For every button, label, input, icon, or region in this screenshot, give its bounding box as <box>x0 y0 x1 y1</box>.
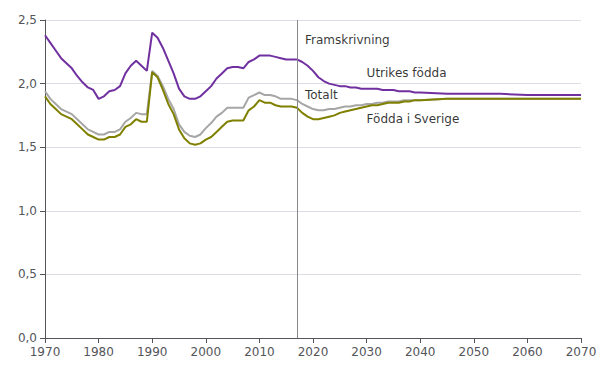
svg-text:2060: 2060 <box>512 345 543 359</box>
svg-text:Födda i Sverige: Födda i Sverige <box>367 112 460 126</box>
svg-text:2,5: 2,5 <box>18 13 37 27</box>
svg-text:Utrikes födda: Utrikes födda <box>367 66 447 80</box>
svg-text:0,0: 0,0 <box>18 331 37 345</box>
svg-text:2,0: 2,0 <box>18 77 37 91</box>
svg-text:2040: 2040 <box>405 345 436 359</box>
svg-text:2070: 2070 <box>566 345 597 359</box>
svg-text:1,0: 1,0 <box>18 204 37 218</box>
svg-text:2010: 2010 <box>244 345 275 359</box>
svg-text:2050: 2050 <box>459 345 490 359</box>
svg-text:Framskrivning: Framskrivning <box>305 33 390 47</box>
svg-text:2020: 2020 <box>298 345 329 359</box>
svg-text:1,5: 1,5 <box>18 140 37 154</box>
svg-text:1990: 1990 <box>137 345 168 359</box>
svg-text:2030: 2030 <box>351 345 382 359</box>
svg-text:1980: 1980 <box>83 345 114 359</box>
svg-text:0,5: 0,5 <box>18 267 37 281</box>
svg-text:Totalt: Totalt <box>304 88 338 102</box>
svg-text:1970: 1970 <box>30 345 61 359</box>
svg-text:2000: 2000 <box>191 345 222 359</box>
